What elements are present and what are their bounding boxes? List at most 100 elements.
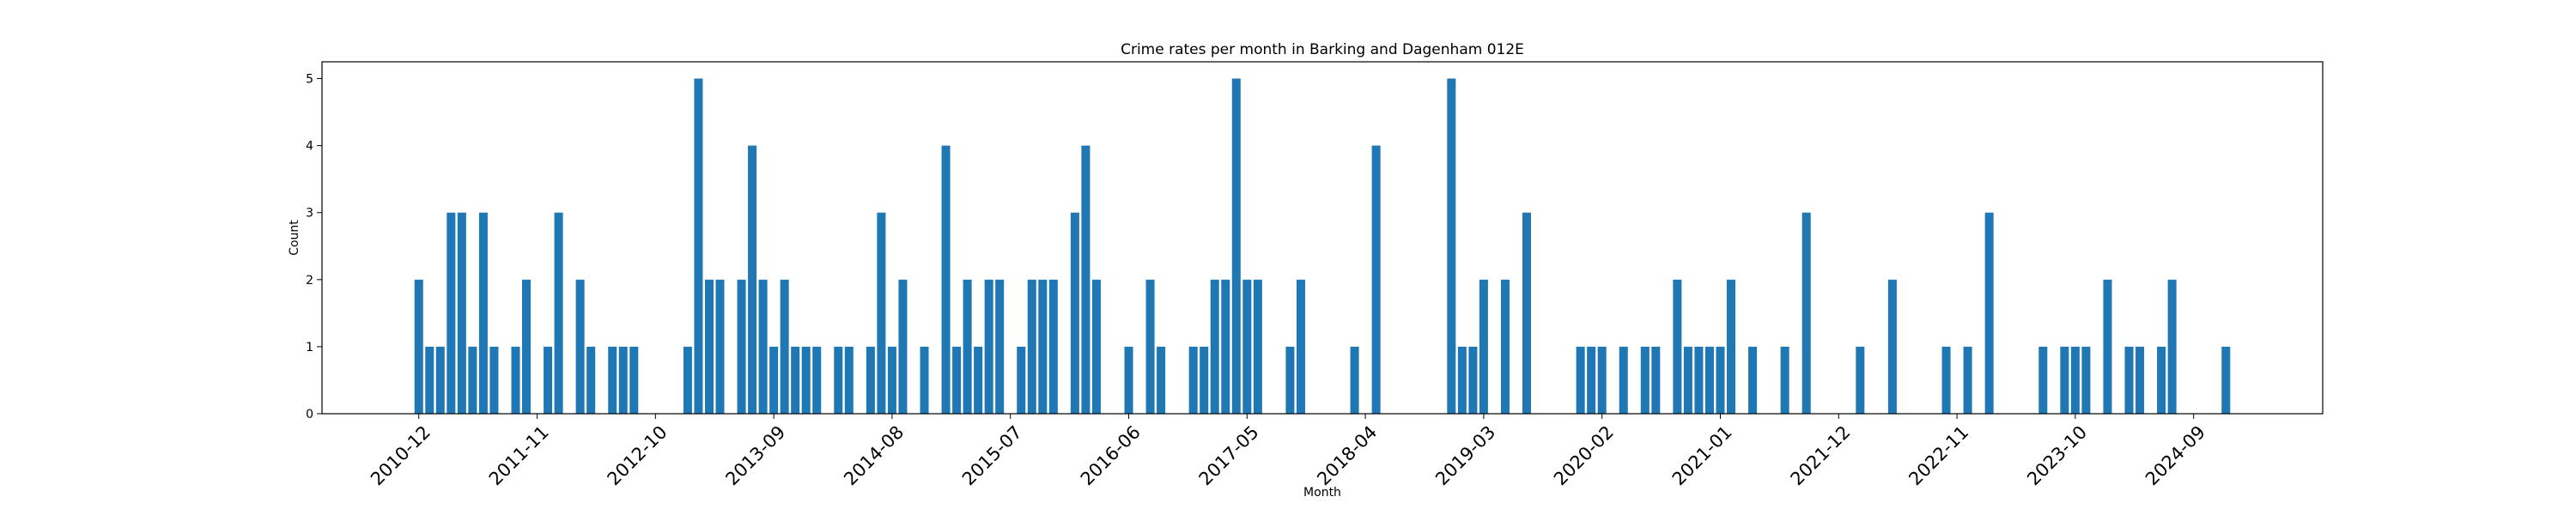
x-tick-label: 2024-09: [2142, 421, 2209, 489]
bar-2017-05: [1242, 279, 1252, 414]
bar-2017-03: [1221, 279, 1230, 414]
bar-2015-10: [1038, 279, 1048, 414]
bar-2024-04: [2136, 346, 2145, 414]
bar-2013-03: [704, 279, 714, 414]
x-tick-label: 2021-12: [1787, 421, 1855, 489]
x-tick-label: 2010-12: [367, 421, 434, 489]
bar-2018-05: [1371, 145, 1381, 414]
bar-2015-09: [1027, 279, 1036, 414]
x-tick-label: 2023-10: [2023, 421, 2091, 489]
bar-2021-02: [1727, 279, 1736, 414]
bar-2015-08: [1017, 346, 1026, 414]
bar-2024-06: [2157, 346, 2166, 414]
bar-2013-11: [791, 346, 800, 414]
bar-2017-10: [1296, 279, 1305, 414]
bar-2013-04: [715, 279, 725, 414]
bar-2020-06: [1640, 346, 1649, 414]
bar-2015-01: [941, 145, 951, 414]
bar-2024-07: [2167, 279, 2177, 414]
bar-2016-12: [1188, 346, 1198, 414]
x-tick-label: 2012-10: [604, 421, 671, 489]
x-tick-label: 2011-11: [485, 421, 553, 489]
bar-2019-12: [1576, 346, 1585, 414]
bar-2014-11: [920, 346, 929, 414]
bar-2022-02: [1856, 346, 1865, 414]
bar-2013-09: [769, 346, 779, 414]
bar-2014-09: [898, 279, 908, 414]
bar-2014-04: [844, 346, 854, 414]
bar-2013-10: [780, 279, 789, 414]
bar-2020-11: [1694, 346, 1704, 414]
bar-2011-02: [435, 346, 445, 414]
bar-2017-01: [1200, 346, 1209, 414]
y-tick-label: 5: [306, 73, 313, 87]
y-tick-label: 1: [306, 341, 313, 354]
bar-2021-01: [1716, 346, 1725, 414]
y-tick-label: 0: [306, 408, 313, 421]
bar-2016-09: [1157, 346, 1166, 414]
bar-2020-10: [1683, 346, 1692, 414]
bar-2010-12: [414, 279, 423, 414]
bar-2013-01: [683, 346, 692, 414]
y-axis-ticks: 0 1 2 3 4 5: [306, 73, 322, 421]
bar-2013-02: [694, 78, 703, 415]
x-axis-ticks: 2010-12 2011-11 2012-10 2013-09 2014-08 2015-…: [367, 414, 2209, 489]
bar-2020-02: [1597, 346, 1607, 414]
bar-2011-06: [478, 212, 488, 414]
bar-2011-10: [522, 279, 532, 414]
bar-2021-07: [1780, 346, 1789, 414]
bar-2019-03: [1479, 279, 1488, 414]
x-tick-label: 2020-02: [1550, 421, 1618, 489]
bar-2013-12: [801, 346, 811, 414]
bars-layer: [414, 78, 2231, 415]
bar-2018-03: [1350, 346, 1359, 414]
bar-2012-07: [618, 346, 628, 414]
bar-2019-02: [1468, 346, 1478, 414]
x-axis-label: Month: [1303, 486, 1341, 500]
bar-2014-07: [877, 212, 886, 414]
bar-2016-06: [1124, 346, 1133, 414]
bar-2017-04: [1231, 78, 1241, 415]
x-tick-label: 2015-07: [958, 421, 1026, 489]
bar-2016-03: [1091, 279, 1101, 414]
bar-2013-06: [737, 279, 746, 414]
bar-2015-06: [995, 279, 1005, 414]
bar-2011-01: [425, 346, 434, 414]
x-tick-label: 2016-06: [1077, 421, 1145, 489]
bar-2023-10: [2070, 346, 2080, 414]
bar-2020-04: [1619, 346, 1628, 414]
y-tick-label: 4: [306, 140, 313, 154]
bar-2013-08: [758, 279, 768, 414]
bar-2024-01: [2103, 279, 2112, 414]
bar-2022-12: [1963, 346, 1972, 414]
bar-2016-01: [1070, 212, 1079, 414]
bar-2011-07: [489, 346, 499, 414]
bar-2019-01: [1457, 346, 1467, 414]
y-tick-label: 2: [306, 274, 313, 288]
x-tick-label: 2022-11: [1905, 421, 1972, 489]
bar-2014-08: [887, 346, 896, 414]
y-axis-label: Count: [288, 220, 301, 256]
x-tick-label: 2013-09: [721, 421, 789, 489]
bar-2023-07: [2038, 346, 2048, 414]
bar-2016-02: [1081, 145, 1091, 414]
bar-2021-04: [1748, 346, 1758, 414]
bar-2012-01: [554, 212, 563, 414]
bar-2015-03: [963, 279, 972, 414]
bar-2014-01: [812, 346, 822, 414]
bar-2011-12: [544, 346, 553, 414]
bar-2017-02: [1210, 279, 1219, 414]
bar-2024-03: [2124, 346, 2134, 414]
x-tick-label: 2021-01: [1668, 421, 1736, 489]
bar-2011-09: [511, 346, 520, 414]
bar-2011-04: [457, 212, 466, 414]
x-tick-label: 2018-04: [1313, 421, 1381, 489]
bar-2017-06: [1253, 279, 1262, 414]
bar-2020-12: [1704, 346, 1714, 414]
y-tick-label: 3: [306, 207, 313, 221]
bar-2020-01: [1587, 346, 1596, 414]
bar-2023-11: [2081, 346, 2091, 414]
bar-2021-09: [1801, 212, 1811, 414]
bar-2014-06: [866, 346, 875, 414]
